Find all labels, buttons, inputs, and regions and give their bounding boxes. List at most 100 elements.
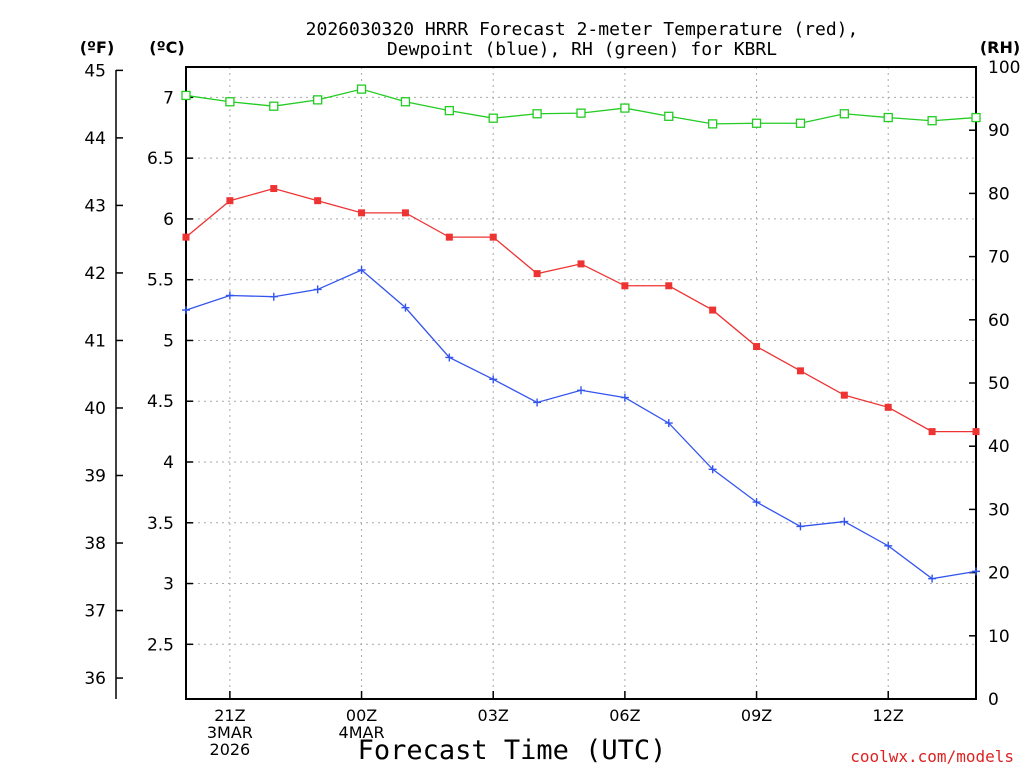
temperature-point [665,282,673,290]
celsius-tick-label: 2.5 [147,635,174,655]
temperature-point [270,185,278,193]
temperature-point [972,428,980,436]
dewpoint-point [577,386,585,395]
temperature-point [577,260,585,268]
dewpoint-point [752,498,761,507]
celsius-tick-label: 3 [163,575,174,595]
celsius-tick-label: 4.5 [147,392,174,412]
rh-point [181,90,191,101]
dewpoint-point [708,465,717,474]
x-tick-label: 3MAR [207,723,253,742]
celsius-tick-label: 7 [163,88,174,108]
fahrenheit-tick-label: 45 [84,61,106,81]
dewpoint-point [928,574,937,583]
rh-point [795,118,806,128]
rh-point [225,97,235,107]
rh-point [708,119,718,129]
rh-point [971,112,981,123]
temperature-point [401,209,409,217]
series-rh [181,84,981,129]
dewpoint-point [401,303,410,312]
rh-tick-label: 40 [988,437,1010,457]
dewpoint-point [620,393,629,402]
celsius-tick-label: 3.5 [147,514,174,534]
gridlines [186,67,976,699]
dewpoint-point [357,265,366,274]
rh-tick-label: 60 [988,311,1010,331]
dewpoint-point [489,375,498,384]
dewpoint-point [225,291,234,300]
dewpoint-point [182,306,190,315]
dewpoint-point [840,517,849,526]
dewpoint-point [664,419,673,428]
rh-tick-label: 70 [988,248,1010,268]
temperature-point [445,233,453,241]
fahrenheit-tick-label: 38 [84,534,106,554]
fahrenheit-tick-label: 37 [84,602,106,622]
rh-tick-label: 50 [988,374,1010,394]
dewpoint-point [884,541,893,550]
rh-point [664,111,674,121]
rh-point [839,109,849,119]
x-tick-label: 06Z [609,706,640,725]
temperature-point [489,233,497,241]
celsius-tick-label: 6.5 [147,149,174,169]
rh-point [400,97,411,107]
dewpoint-line [185,269,977,580]
temperature-line [185,187,976,433]
chart-title-line2: Dewpoint (blue), RH (green) for KBRL [387,39,777,60]
fahrenheit-tick-label: 42 [84,264,106,284]
temperature-point [928,428,936,436]
fahrenheit-tick-label: 36 [84,669,106,689]
temperature-point [314,197,322,205]
rh-point [532,109,542,119]
dewpoint-point [269,292,278,301]
series-dewpoint [182,265,980,583]
rh-tick-label: 80 [988,184,1010,204]
x-tick-label: 4MAR [339,723,385,742]
rh-tick-label: 10 [988,627,1010,647]
rh-point [620,103,630,113]
dewpoint-point [445,353,454,362]
fahrenheit-tick-label: 40 [84,399,106,419]
dewpoint-point [972,567,980,576]
x-tick-label: 12Z [873,706,904,725]
credit-text: coolwx.com/models [850,747,1014,766]
rh-point [883,112,893,123]
series-layer [181,84,981,583]
celsius-tick-label: 5.5 [147,271,174,291]
x-tick-label: 00Z [346,706,377,725]
rh-point [313,95,323,105]
celsius-tick-label: 6 [163,210,174,230]
fahrenheit-unit-label: (ºF) [80,38,115,57]
rh-point [576,108,586,118]
celsius-unit-label: (ºC) [149,38,184,57]
rh-line [185,88,977,125]
x-tick-label: 09Z [741,706,772,725]
temperature-point [840,391,848,399]
x-tick-label: 2026 [210,740,251,759]
temperature-point [533,270,541,278]
rh-point [927,116,937,126]
temperature-point [226,197,234,205]
temperature-point [709,306,717,314]
x-tick-label: 03Z [478,706,509,725]
axes: 2.5 3 3.5 4 4.5 5 5.5 6 6.5 7 36 37 38 39 40 41 42 43 44 45… [84,58,1020,759]
rh-point [751,118,762,128]
rh-point [269,101,279,111]
x-tick-label: 21Z [214,706,245,725]
fahrenheit-tick-label: 43 [84,196,106,216]
fahrenheit-tick-label: 39 [84,467,106,487]
rh-tick-label: 20 [988,564,1010,584]
temperature-point [796,367,804,375]
dewpoint-point [796,522,805,531]
rh-point [444,105,454,116]
rh-tick-label: 90 [988,121,1010,141]
temperature-point [182,233,190,241]
plot-frame [185,66,977,700]
rh-point [488,113,498,123]
celsius-tick-label: 5 [163,331,174,351]
dewpoint-point [313,285,322,294]
temperature-point [358,209,366,217]
